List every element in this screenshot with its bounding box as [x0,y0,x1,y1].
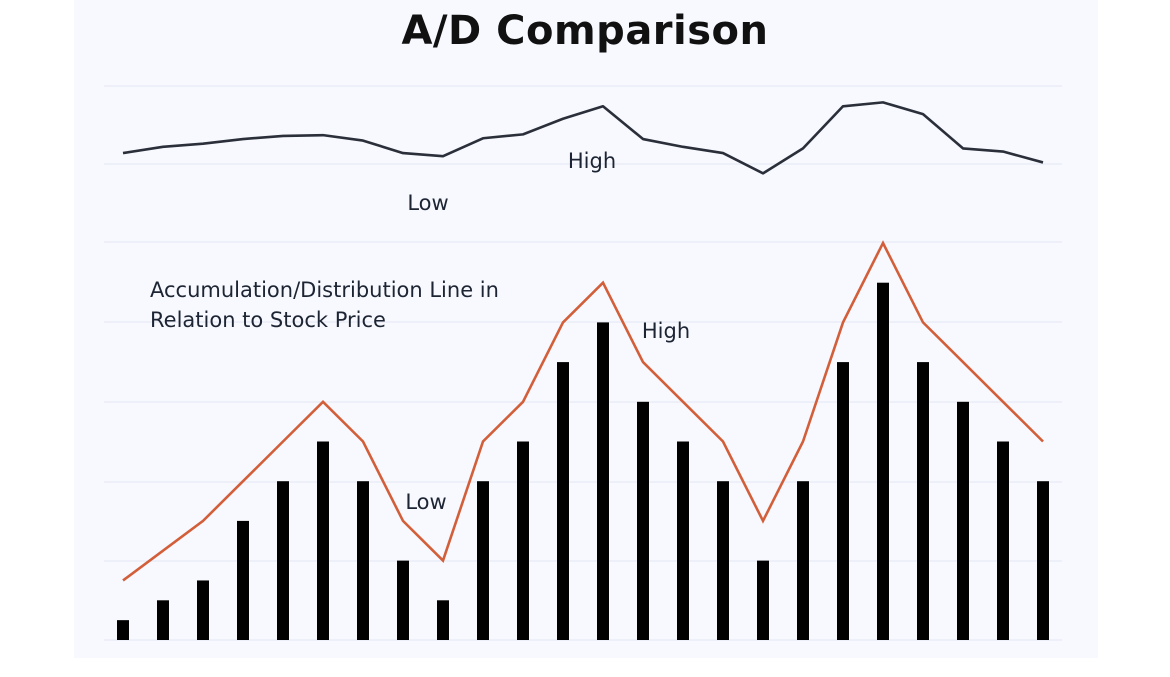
line-series [122,101,1044,582]
bar-23 [997,441,1009,640]
bar-7 [357,481,369,640]
bar-14 [637,401,649,640]
annotation-price-low: Low [407,191,448,215]
annotation-ad-high: High [642,319,690,343]
bar-11 [517,441,529,640]
price-line [122,101,1044,175]
bar-17 [757,560,769,640]
bar-series [117,282,1049,640]
annotations: Low High Accumulation/Distribution Line … [150,149,690,514]
bar-8 [397,560,409,640]
bar-16 [717,481,729,640]
bar-4 [237,520,249,640]
bar-1 [117,620,129,640]
bar-19 [837,362,849,640]
bar-9 [437,600,449,640]
annotation-price-high: High [568,149,616,173]
chart-title: A/D Comparison [401,8,769,54]
bar-18 [797,481,809,640]
bar-12 [557,362,569,640]
bar-22 [957,401,969,640]
bar-2 [157,600,169,640]
bar-13 [597,322,609,640]
bar-3 [197,580,209,640]
bar-21 [917,362,929,640]
bar-24 [1037,481,1049,640]
bar-10 [477,481,489,640]
bar-20 [877,282,889,640]
bar-15 [677,441,689,640]
gridlines [104,85,1062,641]
annotation-caption-line-2: Relation to Stock Price [150,308,386,332]
bar-6 [317,441,329,640]
bar-5 [277,481,289,640]
annotation-ad-low: Low [405,490,446,514]
ad-line [122,240,1044,582]
annotation-caption-line-1: Accumulation/Distribution Line in [150,278,499,302]
